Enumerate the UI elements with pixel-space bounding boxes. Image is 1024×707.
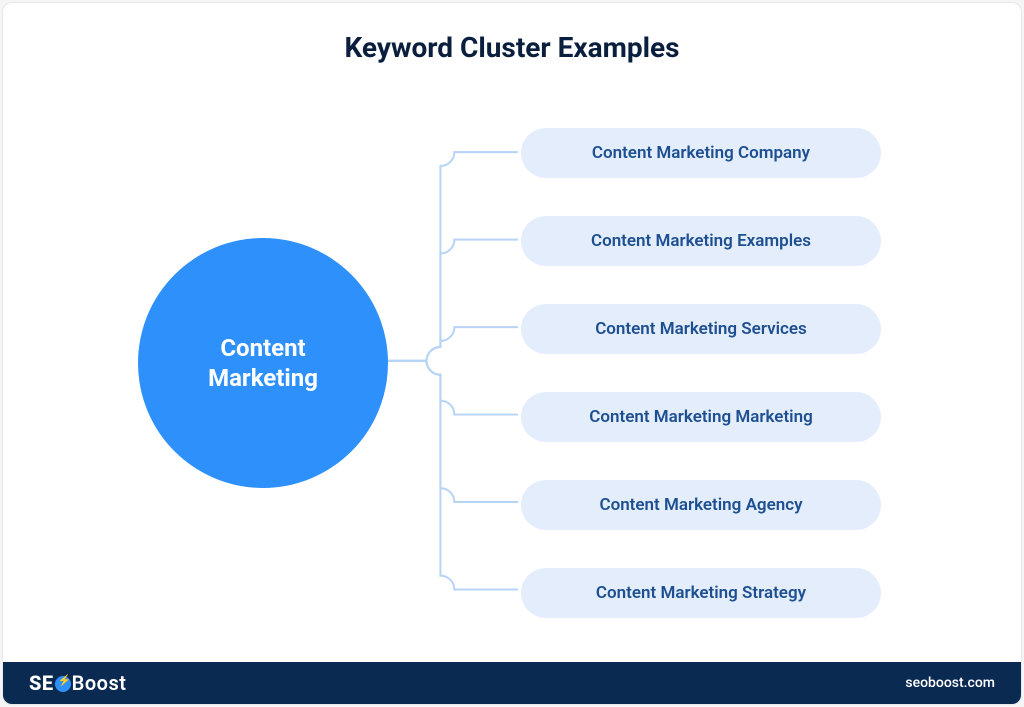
footer-bar: SE Boost seoboost.com	[3, 662, 1021, 704]
cluster-pill: Content Marketing Agency	[521, 480, 881, 530]
cluster-pill-label: Content Marketing Strategy	[596, 583, 806, 603]
cluster-pill-label: Content Marketing Services	[595, 319, 807, 339]
footer-domain: seoboost.com	[905, 675, 995, 691]
cluster-pill: Content Marketing Examples	[521, 216, 881, 266]
bolt-icon	[55, 676, 71, 692]
brand-boost-text: Boost	[72, 671, 127, 695]
cluster-pill-label: Content Marketing Company	[592, 143, 810, 163]
hub-label: ContentMarketing	[208, 333, 318, 393]
cluster-pill-label: Content Marketing Examples	[591, 231, 811, 251]
cluster-pill: Content Marketing Marketing	[521, 392, 881, 442]
cluster-pill: Content Marketing Company	[521, 128, 881, 178]
cluster-pill-label: Content Marketing Agency	[599, 495, 802, 515]
brand-logo: SE Boost	[29, 671, 126, 695]
diagram-title: Keyword Cluster Examples	[3, 31, 1021, 64]
cluster-pill: Content Marketing Strategy	[521, 568, 881, 618]
cluster-pill: Content Marketing Services	[521, 304, 881, 354]
diagram-card: Keyword Cluster Examples ContentMarketin…	[2, 2, 1022, 705]
cluster-pill-label: Content Marketing Marketing	[589, 407, 813, 427]
hub-circle: ContentMarketing	[138, 238, 388, 488]
brand-seo-text: SE	[29, 671, 54, 695]
